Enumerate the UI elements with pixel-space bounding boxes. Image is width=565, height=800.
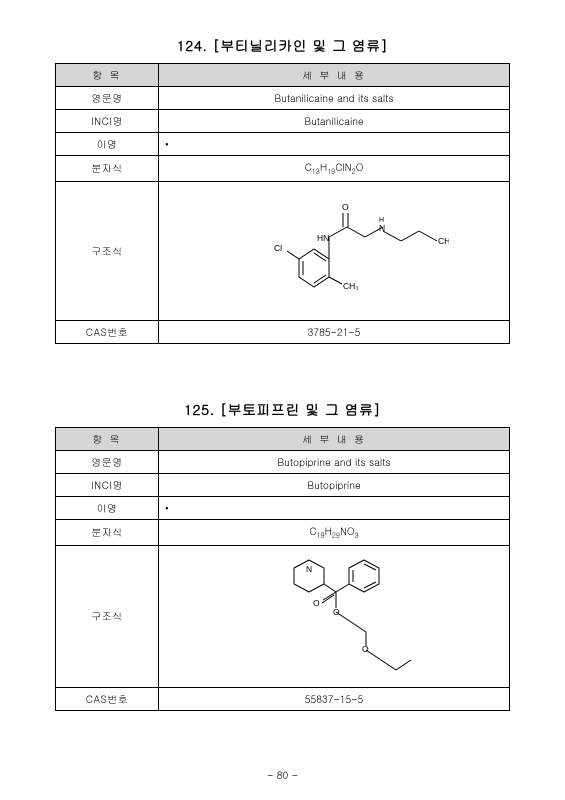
table-row: INCI명 Butopiprine (56, 473, 510, 496)
table-row: CAS번호 3785-21-5 (56, 320, 510, 343)
table-row: 분자식 C19H29NO3 (56, 519, 510, 545)
cas-label: CAS번호 (56, 320, 159, 343)
chem-label-hn: HN (317, 233, 329, 243)
english-name-label: 영문명 (56, 87, 159, 110)
cas-value: 3785-21-5 (159, 320, 510, 343)
formula-text: C (309, 524, 316, 538)
chem-label-o3: O (362, 644, 369, 654)
english-name-label: 영문명 (56, 450, 159, 473)
formula-label: 분자식 (56, 156, 159, 182)
table-row: 영문명 Butanilicaine and its salts (56, 87, 510, 110)
english-name-value: Butanilicaine and its salts (159, 87, 510, 110)
table-row: 구조식 (56, 181, 510, 320)
formula-sub: 19 (327, 166, 335, 176)
table-125: 항 목 세 부 내 용 영문명 Butopiprine and its salt… (55, 427, 510, 711)
structure-label: 구조식 (56, 181, 159, 320)
structure-label: 구조식 (56, 545, 159, 687)
alias-value: • (159, 133, 510, 156)
structure-cell-124: HN O N H CH₃ Cl CH₃ (159, 181, 510, 320)
chem-label-ch3b: CH₃ (343, 281, 359, 291)
page-number: - 80 - (0, 768, 565, 782)
cas-value: 55837-15-5 (159, 687, 510, 710)
formula-value: C13H19ClN2O (159, 156, 510, 182)
table-row: 분자식 C13H19ClN2O (56, 156, 510, 182)
alias-label: 이명 (56, 133, 159, 156)
chem-label-nhH: H (379, 217, 384, 224)
formula-text: O (356, 160, 364, 174)
inci-value: Butopiprine (159, 473, 510, 496)
chem-label-o1: O (313, 598, 320, 608)
formula-sub: 29 (332, 530, 340, 540)
chemical-structure-125: N O O O (239, 550, 429, 683)
chem-label-o2: O (333, 607, 340, 617)
inci-label: INCI명 (56, 473, 159, 496)
cas-label: CAS번호 (56, 687, 159, 710)
chem-label-n: N (306, 564, 312, 574)
chem-label-ch3: CH₃ (438, 236, 449, 246)
chem-label-nh: N (379, 223, 385, 233)
formula-value: C19H29NO3 (159, 519, 510, 545)
header-left-125: 항 목 (56, 427, 159, 450)
table-row: INCI명 Butanilicaine (56, 110, 510, 133)
formula-sub: 3 (355, 530, 359, 540)
structure-cell-125: N O O O (159, 545, 510, 687)
chemical-structure-124: HN O N H CH₃ Cl CH₃ (219, 189, 449, 312)
formula-text: H (325, 524, 332, 538)
formula-sub: 19 (317, 530, 325, 540)
table-row: 이명 • (56, 133, 510, 156)
alias-value: • (159, 496, 510, 519)
inci-value: Butanilicaine (159, 110, 510, 133)
alias-label: 이명 (56, 496, 159, 519)
english-name-value: Butopiprine and its salts (159, 450, 510, 473)
header-left-124: 항 목 (56, 64, 159, 87)
table-row: CAS번호 55837-15-5 (56, 687, 510, 710)
formula-text: NO (340, 524, 355, 538)
table-row: 이명 • (56, 496, 510, 519)
formula-text: C (305, 160, 312, 174)
section-title-124: 124. [부티닐리카인 및 그 염류] (55, 35, 510, 55)
section-title-125: 125. [부토피프린 및 그 염류] (55, 399, 510, 419)
formula-label: 분자식 (56, 519, 159, 545)
header-right-125: 세 부 내 용 (159, 427, 510, 450)
chem-label-cl: Cl (274, 243, 282, 253)
formula-sub: 13 (312, 166, 320, 176)
chem-label-o: O (342, 202, 349, 212)
table-row: 구조식 (56, 545, 510, 687)
header-right-124: 세 부 내 용 (159, 64, 510, 87)
table-124: 항 목 세 부 내 용 영문명 Butanilicaine and its sa… (55, 63, 510, 344)
formula-text: ClN (335, 160, 351, 174)
table-row: 영문명 Butopiprine and its salts (56, 450, 510, 473)
inci-label: INCI명 (56, 110, 159, 133)
